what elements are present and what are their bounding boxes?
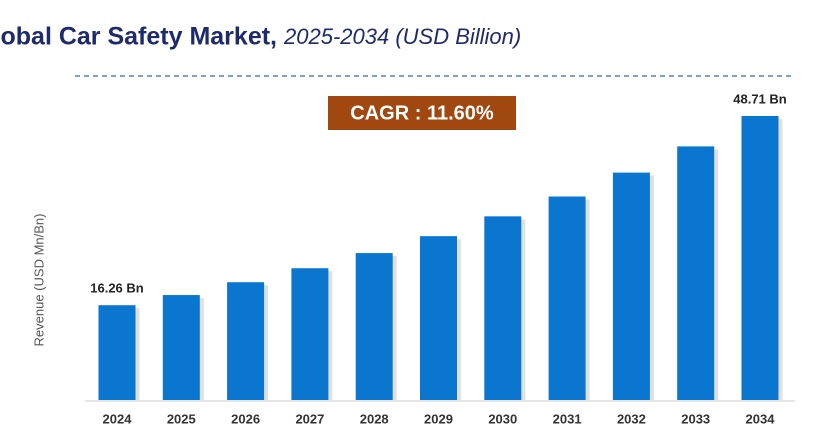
cagr-label: CAGR : 11.60% (350, 102, 494, 124)
bar (612, 172, 650, 400)
bar (227, 282, 265, 400)
chart-title: Global Car Safety Market, (0, 23, 277, 51)
bar (548, 196, 586, 400)
x-tick-label: 2024 (103, 411, 133, 426)
x-tick-label: 2027 (295, 411, 324, 426)
bar (291, 268, 329, 400)
x-tick-label: 2031 (553, 411, 582, 426)
x-tick-label: 2032 (617, 411, 646, 426)
chart-subtitle: 2025-2034 (USD Billion) (283, 24, 521, 49)
bar (677, 146, 715, 400)
bar (484, 216, 522, 400)
value-label: 16.26 Bn (90, 281, 144, 296)
bar (162, 295, 200, 400)
bar (355, 253, 393, 400)
x-tick-label: 2025 (167, 411, 196, 426)
bar (420, 236, 457, 400)
x-tick-label: 2034 (746, 411, 776, 426)
bar (741, 116, 779, 400)
y-axis-label: Revenue (USD Mn/Bn) (31, 214, 46, 347)
value-label: 48.71 Bn (733, 91, 787, 106)
bar (98, 305, 136, 400)
x-tick-label: 2030 (488, 411, 517, 426)
x-tick-label: 2033 (681, 411, 710, 426)
x-tick-label: 2026 (231, 411, 260, 426)
x-tick-label: 2028 (360, 411, 389, 426)
cagr-box (328, 96, 516, 130)
x-tick-label: 2029 (424, 411, 453, 426)
